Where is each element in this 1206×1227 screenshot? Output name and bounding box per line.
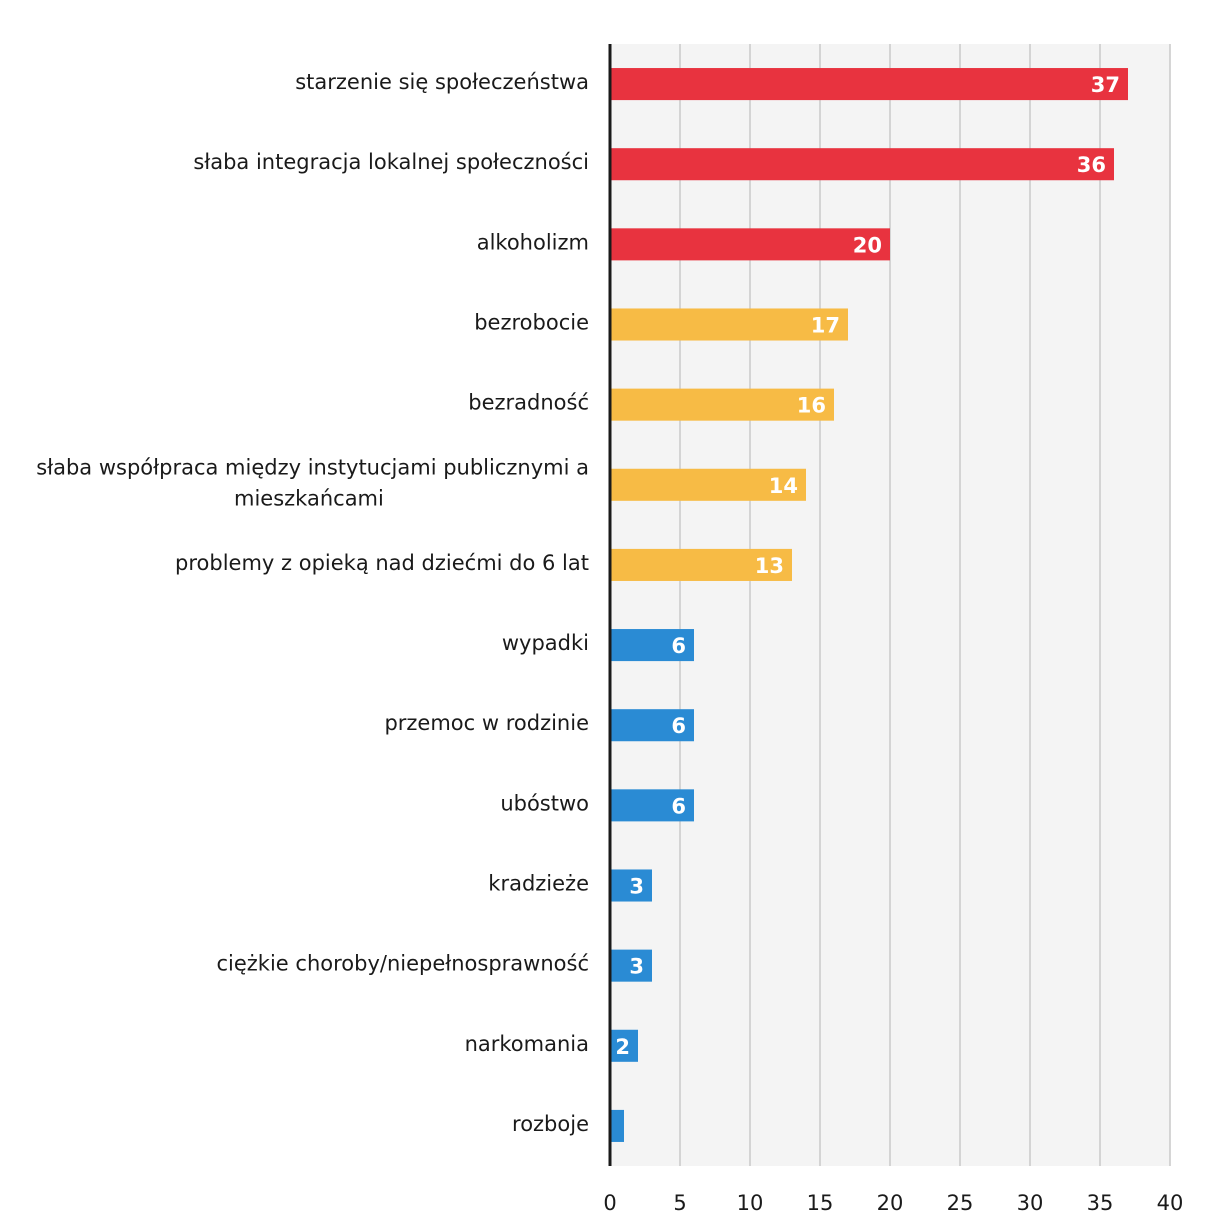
- x-tick-label: 25: [947, 1191, 974, 1215]
- x-tick-label: 5: [673, 1191, 686, 1215]
- data-label: 6: [671, 794, 686, 818]
- data-label: 6: [671, 714, 686, 738]
- data-label: 3: [629, 955, 644, 979]
- category-label: starzenie się społeczeństwa: [295, 70, 589, 94]
- data-label: 3: [629, 875, 644, 899]
- x-tick-label: 20: [877, 1191, 904, 1215]
- bar: [610, 148, 1114, 180]
- data-label: 13: [755, 554, 784, 578]
- bar: [610, 1110, 624, 1142]
- bar: [610, 228, 890, 260]
- category-label: ubóstwo: [500, 791, 589, 815]
- data-label: 2: [615, 1035, 630, 1059]
- category-label: bezradność: [468, 391, 589, 415]
- data-label: 37: [1091, 73, 1120, 97]
- category-label: słaba integracja lokalnej społeczności: [193, 150, 589, 174]
- x-tick-labels: 0 5 10 15 20 25 30 35 40: [603, 1191, 1183, 1215]
- x-tick-label: 15: [807, 1191, 834, 1215]
- category-label: narkomania: [465, 1032, 589, 1056]
- category-label: słaba współpraca między instytucjami pub…: [36, 455, 589, 479]
- category-label: problemy z opieką nad dziećmi do 6 lat: [175, 551, 589, 575]
- x-tick-label: 35: [1087, 1191, 1114, 1215]
- category-label: mieszkańcami: [234, 486, 384, 510]
- bar: [610, 68, 1128, 100]
- data-label: 36: [1077, 153, 1106, 177]
- category-label: wypadki: [502, 631, 589, 655]
- category-label: przemoc w rodzinie: [384, 711, 589, 735]
- data-label: 14: [769, 474, 798, 498]
- x-tick-label: 30: [1017, 1191, 1044, 1215]
- category-label: bezrobocie: [474, 311, 589, 335]
- x-tick-label: 0: [603, 1191, 616, 1215]
- data-label: 6: [671, 634, 686, 658]
- category-label: kradzieże: [488, 872, 589, 896]
- category-labels: starzenie się społeczeństwa słaba integra…: [36, 70, 589, 1136]
- data-label: 17: [811, 314, 840, 338]
- category-label: ciężkie choroby/niepełnosprawność: [216, 952, 589, 976]
- category-label: alkoholizm: [477, 230, 589, 254]
- x-tick-label: 10: [737, 1191, 764, 1215]
- data-label: 16: [797, 394, 826, 418]
- data-label: 20: [853, 233, 882, 257]
- category-label: rozboje: [512, 1112, 589, 1136]
- x-tick-label: 40: [1157, 1191, 1184, 1215]
